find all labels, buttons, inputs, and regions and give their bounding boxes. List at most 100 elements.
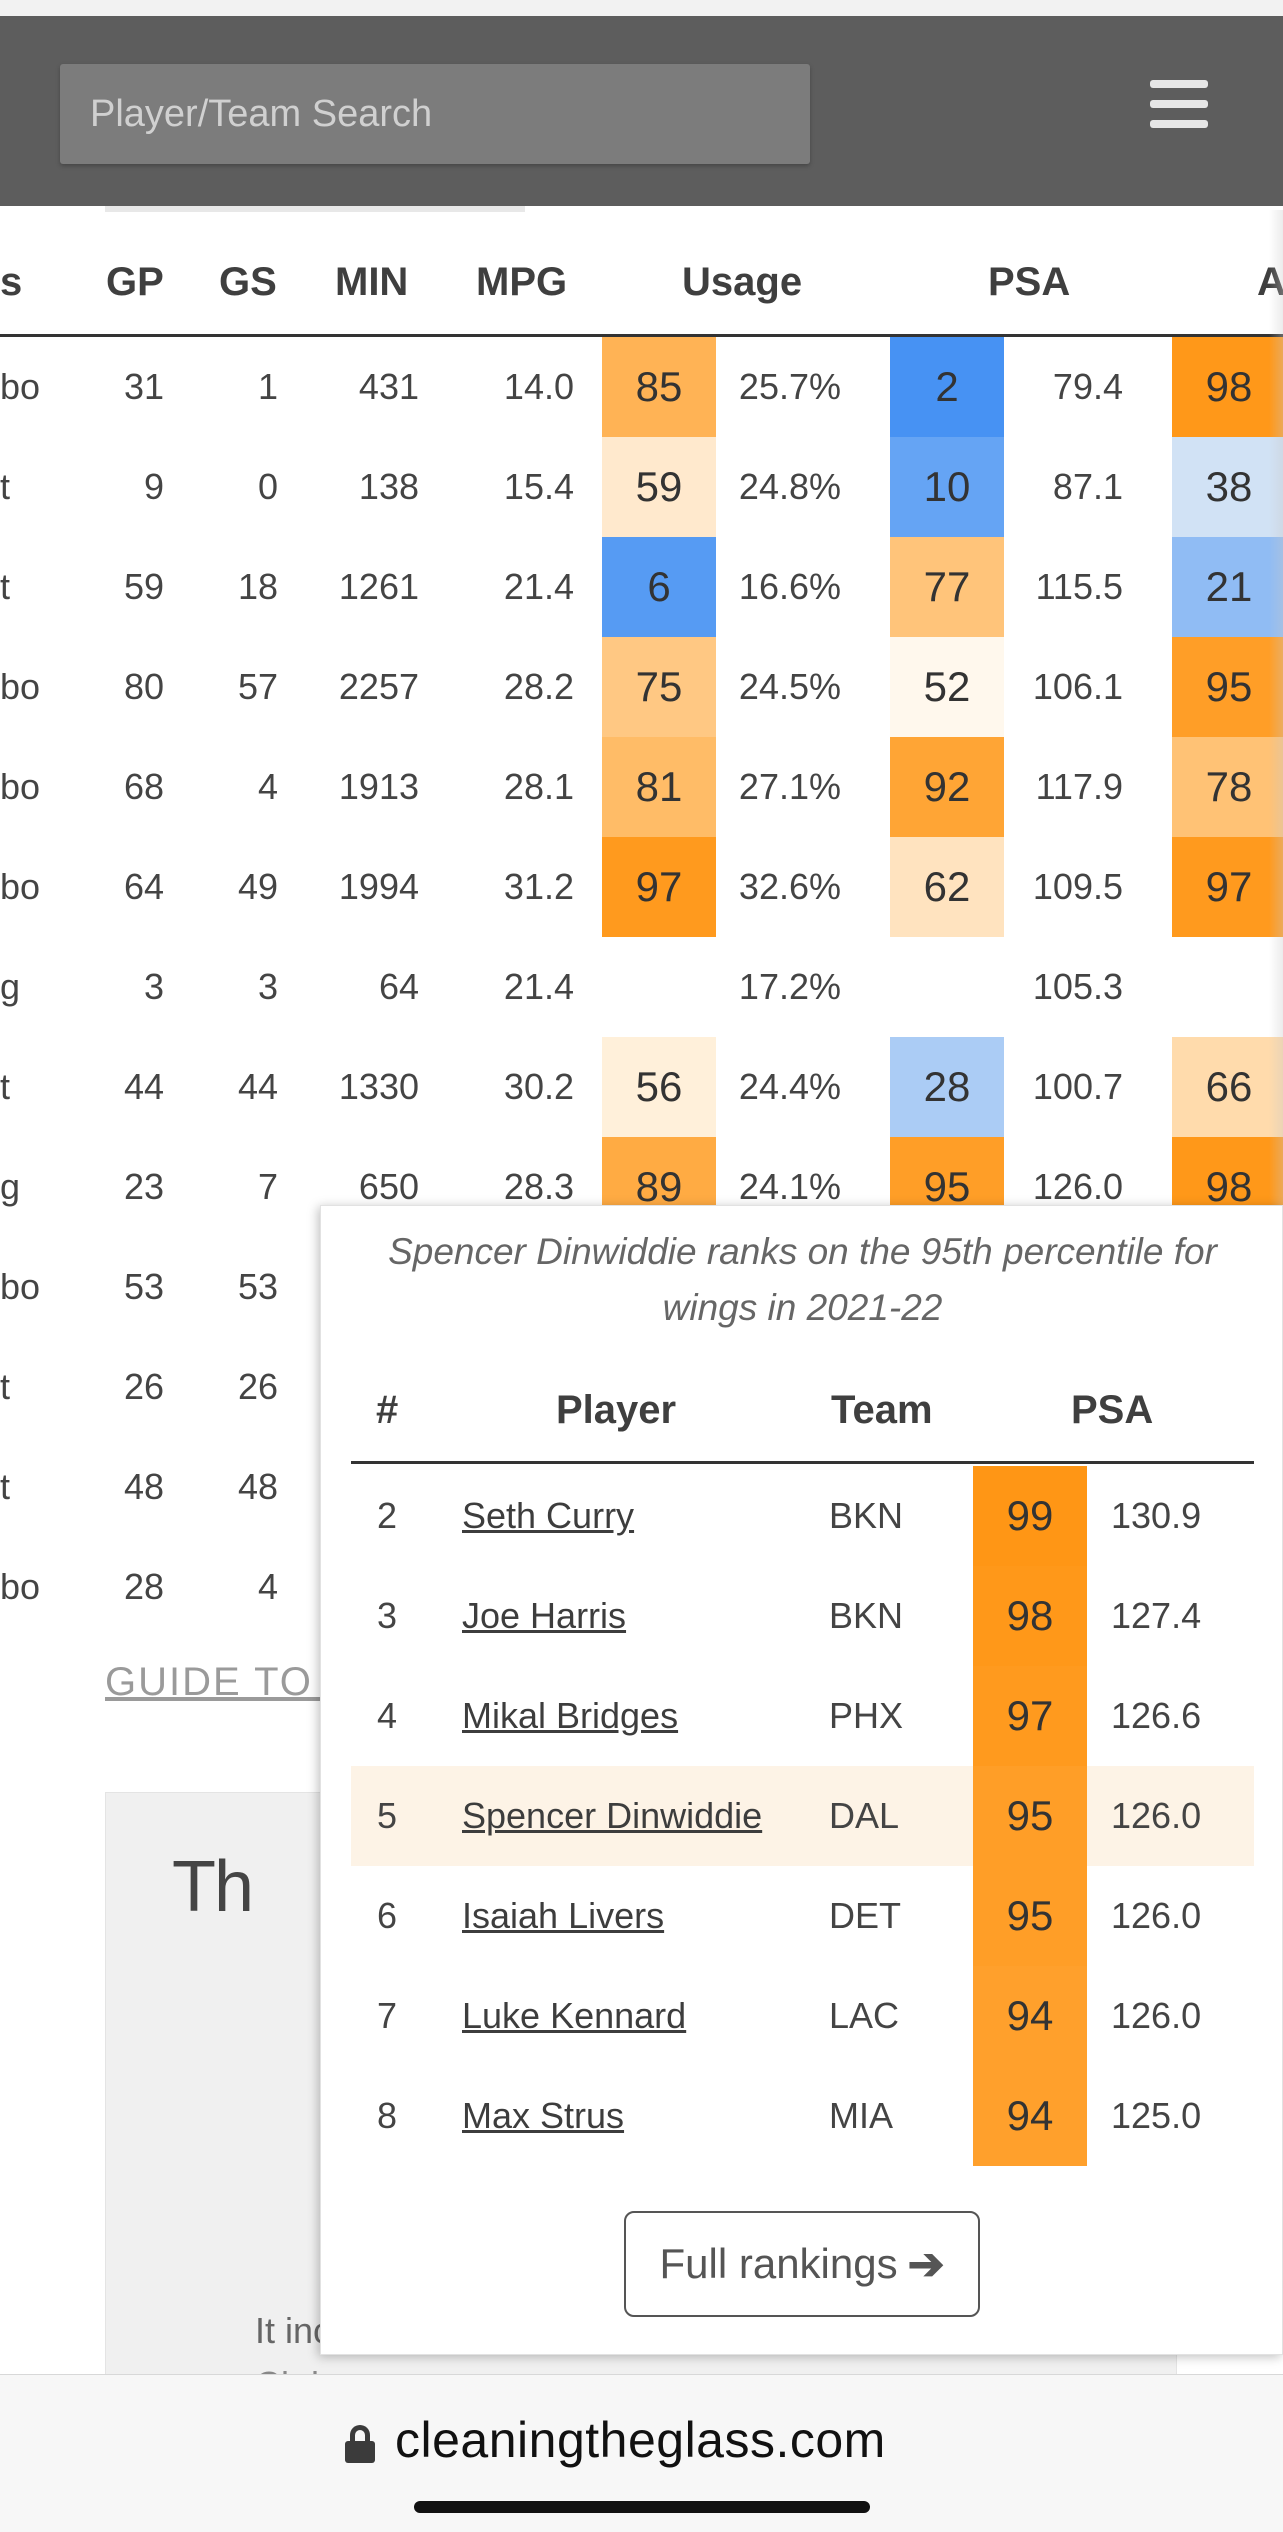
player-link[interactable]: Max Strus (462, 2095, 625, 2136)
table-row[interactable]: 75 52 95 bo 80 57 2257 28.2 24.5% 106.1 (0, 637, 1283, 737)
cell-min: 1330 (338, 1066, 419, 1107)
cell-pos: bo (0, 766, 41, 807)
cell-min: 1261 (338, 566, 419, 607)
table-row[interactable]: bo 53 53 (0, 1237, 1283, 1337)
cell-usage: 24.4% (738, 1066, 841, 1107)
ranking-team: MIA (829, 2095, 894, 2136)
ranking-rank: 5 (377, 1795, 398, 1836)
col-header-gs[interactable]: GS (219, 260, 277, 304)
col-header-gp[interactable]: GP (106, 260, 164, 304)
a-percentile: 95 (1172, 637, 1283, 737)
ranking-team: PHX (829, 1695, 904, 1736)
usage-percentile: 59 (602, 437, 716, 537)
popup-header-rank: # (376, 1388, 399, 1432)
cell-usage: 32.6% (738, 866, 841, 907)
cell-gp: 68 (123, 766, 164, 807)
usage-percentile: 6 (602, 537, 716, 637)
cell-gp: 31 (123, 366, 164, 407)
guide-link[interactable]: GUIDE TO U (105, 1660, 357, 1704)
table-row[interactable]: 56 28 66 t 44 44 1330 30.2 24.4% 100.7 (0, 1037, 1283, 1137)
cell-pos: bo (0, 666, 41, 707)
ranking-percentile: 95 (973, 1866, 1087, 1966)
player-link[interactable]: Luke Kennard (462, 1995, 687, 2036)
a-percentile: 66 (1172, 1037, 1283, 1137)
ranking-psa: 127.4 (1111, 1595, 1202, 1636)
ranking-percentile: 94 (973, 2066, 1087, 2166)
table-row[interactable]: bo 28 4 (0, 1537, 1283, 1637)
table-row[interactable]: 59 10 38 t 9 0 138 15.4 24.8% 87.1 (0, 437, 1283, 537)
search-input[interactable] (60, 64, 810, 164)
col-header-min[interactable]: MIN (335, 260, 409, 304)
ranking-psa: 126.0 (1111, 1995, 1202, 2036)
cell-usage: 24.8% (738, 466, 841, 507)
ranking-row: 8 Max Strus MIA 94 125.0 (351, 2066, 1254, 2166)
psa-percentile: 92 (890, 737, 1004, 837)
cell-min: 64 (378, 966, 419, 1007)
player-link[interactable]: Spencer Dinwiddie (462, 1795, 763, 1836)
url-text[interactable]: cleaningtheglass.com (395, 2412, 886, 2468)
percentile-popup: Spencer Dinwiddie ranks on the 95th perc… (320, 1205, 1283, 2355)
table-row[interactable]: 6 77 21 t 59 18 1261 21.4 16.6% 115.5 (0, 537, 1283, 637)
table-row[interactable]: 81 92 78 bo 68 4 1913 28.1 27.1% 117.9 (0, 737, 1283, 837)
cell-gs: 49 (237, 866, 278, 907)
cell-gs: 48 (237, 1466, 278, 1507)
col-header-psa[interactable]: PSA (988, 260, 1071, 304)
ranking-percentile: 97 (973, 1666, 1087, 1766)
cell-pos: t (0, 1466, 11, 1507)
lock-icon (345, 2425, 375, 2463)
usage-percentile: 97 (602, 837, 716, 937)
browser-url-bar[interactable]: cleaningtheglass.com (0, 2374, 1283, 2532)
cell-pos: bo (0, 866, 41, 907)
ranking-psa: 126.0 (1111, 1795, 1202, 1836)
player-link[interactable]: Joe Harris (462, 1595, 627, 1636)
usage-percentile: 75 (602, 637, 716, 737)
col-header-pos[interactable]: s (0, 260, 23, 304)
table-row[interactable]: t 48 48 (0, 1437, 1283, 1537)
cell-pos: g (0, 966, 21, 1007)
player-link[interactable]: Isaiah Livers (462, 1895, 665, 1936)
cell-usage: 16.6% (738, 566, 841, 607)
popup-header-team: Team (831, 1388, 933, 1432)
cell-usage: 24.5% (738, 666, 841, 707)
table-row[interactable]: 85 2 98 bo 31 1 431 14.0 25.7% 79.4 (0, 337, 1283, 437)
cell-psa: 106.1 (1032, 666, 1123, 707)
cell-gs: 1 (257, 366, 278, 407)
cell-mpg: 21.4 (503, 566, 574, 607)
a-percentile: 21 (1172, 537, 1283, 637)
ranking-psa: 126.6 (1111, 1695, 1202, 1736)
player-link[interactable]: Seth Curry (462, 1495, 635, 1536)
arrow-right-icon: ➔ (907, 2239, 945, 2289)
cell-usage: 17.2% (738, 966, 841, 1007)
ranking-percentile: 99 (973, 1466, 1087, 1566)
home-indicator[interactable] (414, 2501, 870, 2513)
table-row[interactable]: g 3 3 64 21.4 17.2% 105.3 (0, 937, 1283, 1037)
popup-header-divider (351, 1461, 1254, 1464)
a-percentile: 97 (1172, 837, 1283, 937)
psa-percentile: 52 (890, 637, 1004, 737)
cell-pos: t (0, 566, 11, 607)
cell-psa: 105.3 (1032, 966, 1123, 1007)
player-link[interactable]: Mikal Bridges (462, 1695, 679, 1736)
psa-percentile: 62 (890, 837, 1004, 937)
ranking-row: 4 Mikal Bridges PHX 97 126.6 (351, 1666, 1254, 1766)
col-header-a[interactable]: A (1257, 260, 1283, 305)
table-row[interactable]: 97 62 97 bo 64 49 1994 31.2 32.6% 109.5 (0, 837, 1283, 937)
ranking-team: DET (829, 1895, 901, 1936)
col-header-mpg[interactable]: MPG (476, 260, 568, 304)
cell-min: 138 (358, 466, 419, 507)
cell-pos: t (0, 466, 11, 507)
ranking-percentile: 95 (973, 1766, 1087, 1866)
full-rankings-button[interactable]: Full rankings ➔ (624, 2211, 980, 2317)
table-row[interactable]: t 26 26 (0, 1337, 1283, 1437)
cell-psa: 79.4 (1052, 366, 1123, 407)
cell-gs: 3 (257, 966, 278, 1007)
cell-pos: bo (0, 1266, 41, 1307)
cell-mpg: 31.2 (503, 866, 574, 907)
cell-pos: t (0, 1366, 11, 1407)
cell-psa: 117.9 (1035, 766, 1123, 807)
a-percentile: 38 (1172, 437, 1283, 537)
search-box[interactable] (60, 64, 810, 164)
col-header-usage[interactable]: Usage (682, 260, 803, 304)
cell-pos: t (0, 1066, 11, 1107)
hamburger-menu-icon[interactable] (1150, 80, 1208, 128)
